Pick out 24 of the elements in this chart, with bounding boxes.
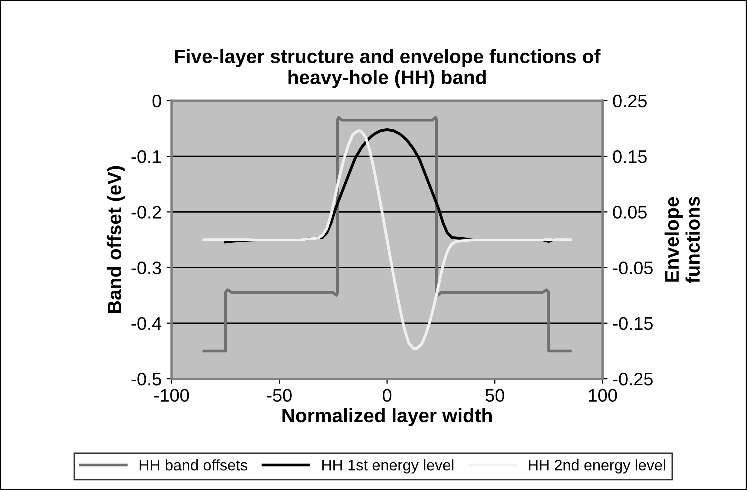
- y2-tick-label: -0.25: [613, 372, 653, 386]
- x-tick-label: 50: [486, 389, 504, 402]
- y2-tick-label: 0.15: [613, 150, 647, 164]
- y-tick-label: 0: [152, 94, 162, 108]
- y2-tick-label: -0.15: [613, 317, 653, 330]
- y2-axis-title: Envelope functions: [664, 197, 700, 284]
- x-tick-label: -50: [267, 389, 292, 402]
- chart-title: Five-layer structure and envelope functions of heavy-hole (HH) band: [175, 49, 601, 88]
- y-tick-label: -0.5: [132, 372, 162, 386]
- y2-tick-label: 0.05: [613, 206, 647, 219]
- legend-label: HH 2nd energy level: [529, 460, 666, 474]
- x-axis-title: Normalized layer width: [282, 408, 492, 426]
- x-tick-label: -100: [154, 389, 190, 402]
- y2-tick-label: 0.25: [613, 94, 647, 108]
- y-tick-label: -0.4: [132, 317, 162, 330]
- x-tick-label: 100: [589, 389, 618, 402]
- legend-label: HH 1st energy level: [322, 460, 454, 474]
- x-tick-label: 0: [383, 389, 392, 402]
- y-tick-label: -0.2: [132, 206, 162, 219]
- legend-label: HH band offsets: [140, 460, 248, 471]
- y-tick-label: -0.1: [132, 150, 162, 164]
- y-tick-label: -0.3: [132, 262, 162, 275]
- y-axis-title: Band offset (eV): [107, 166, 126, 314]
- y2-tick-label: -0.05: [613, 262, 653, 275]
